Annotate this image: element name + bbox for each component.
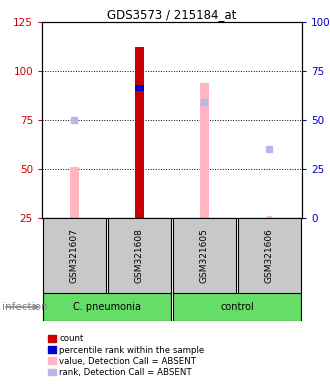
- Legend: count, percentile rank within the sample, value, Detection Call = ABSENT, rank, : count, percentile rank within the sample…: [47, 334, 205, 378]
- Text: GSM321605: GSM321605: [200, 228, 209, 283]
- FancyBboxPatch shape: [43, 218, 106, 293]
- FancyBboxPatch shape: [238, 218, 301, 293]
- FancyBboxPatch shape: [43, 293, 171, 321]
- Bar: [200, 83, 209, 218]
- FancyBboxPatch shape: [173, 218, 236, 293]
- Bar: [70, 167, 80, 218]
- Text: GSM321607: GSM321607: [70, 228, 79, 283]
- Text: infection: infection: [2, 302, 47, 312]
- Text: control: control: [220, 302, 254, 312]
- Text: C. pneumonia: C. pneumonia: [73, 302, 141, 312]
- Bar: [135, 48, 144, 218]
- Text: GSM321606: GSM321606: [265, 228, 274, 283]
- Text: GSM321608: GSM321608: [135, 228, 144, 283]
- Bar: [135, 85, 144, 91]
- Title: GDS3573 / 215184_at: GDS3573 / 215184_at: [107, 8, 237, 21]
- FancyBboxPatch shape: [108, 218, 171, 293]
- FancyBboxPatch shape: [173, 293, 301, 321]
